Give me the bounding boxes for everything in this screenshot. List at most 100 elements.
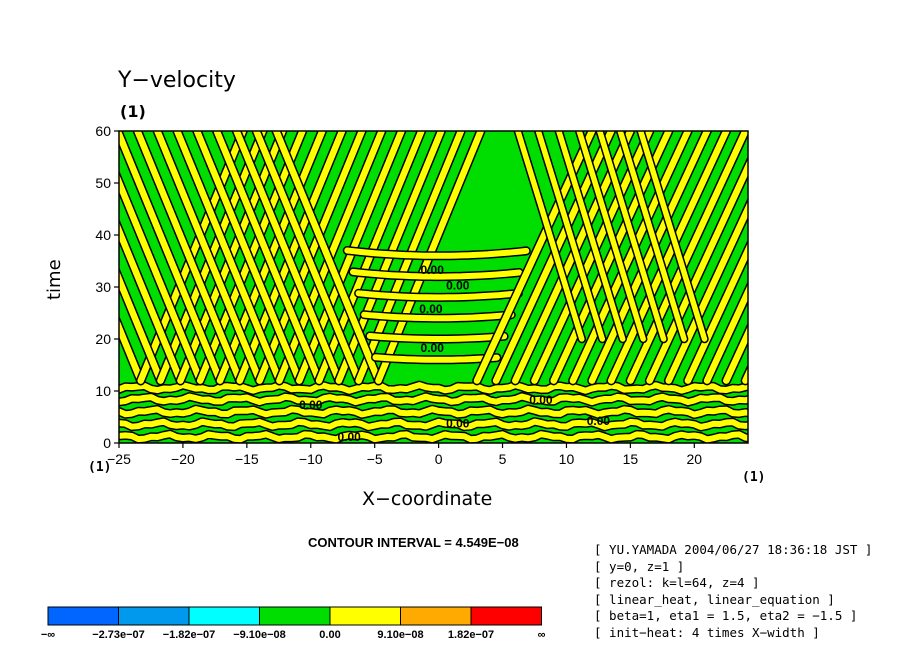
x-axis-unit-left: (1) xyxy=(88,460,112,475)
contour-bands xyxy=(119,131,880,443)
wave-band-left-west xyxy=(119,173,204,384)
y-tick-label: 0 xyxy=(103,435,111,451)
wave-band-right xyxy=(742,367,748,384)
colorbar-label: ∞ xyxy=(538,629,546,641)
colorbar-label: −∞ xyxy=(41,629,55,641)
y-tick-label: 10 xyxy=(95,383,111,399)
center-layer-band xyxy=(350,268,523,280)
colorbar-swatch xyxy=(188,606,260,626)
x-tick-label: −25 xyxy=(107,451,131,467)
y-tick-label: 20 xyxy=(95,331,111,347)
y-tick-label: 40 xyxy=(95,227,111,243)
colorbar-label: 0.00 xyxy=(319,629,340,641)
wave-band-left-west xyxy=(119,270,164,384)
colorbar-swatch xyxy=(118,606,190,626)
colorbar: −∞ −2.73e−07 −1.82e−07 −9.10e−08 0.00 9.10e−0… xyxy=(41,606,546,641)
center-layer-band xyxy=(372,354,500,363)
wave-band-left-west xyxy=(273,131,382,384)
colorbar-label: 9.10e−08 xyxy=(377,629,423,641)
wave-band-left-east xyxy=(296,131,405,384)
colorbar-swatch xyxy=(470,606,542,626)
wave-band-right xyxy=(646,159,748,384)
contour-label: 0.00 xyxy=(529,393,553,407)
x-tick-label: 5 xyxy=(499,451,507,467)
colorbar-swatch xyxy=(329,606,401,626)
x-axis-label: X−coordinate xyxy=(362,488,493,510)
contour-labels: 0.000.000.000.000.000.00 0.000.000.00 xyxy=(299,263,610,444)
wave-band-right-west xyxy=(637,131,708,342)
colorbar-label: 1.82e−07 xyxy=(448,629,494,641)
bottom-layer-band xyxy=(119,431,748,443)
info-line-params: [ beta=1, eta1 = 1.5, eta2 = −1.5 ] xyxy=(594,608,858,624)
x-tick-label: 20 xyxy=(687,451,703,467)
bottom-layer-band xyxy=(119,418,748,430)
x-tick-label: −10 xyxy=(299,451,323,467)
colorbar-swatch xyxy=(259,606,331,626)
y-tick-label: 60 xyxy=(95,123,111,139)
contour-label: 0.00 xyxy=(446,416,470,430)
wave-band-left-west xyxy=(119,222,184,384)
info-line-slice: [ y=0, z=1 ] xyxy=(594,558,685,574)
wave-band-right-outline xyxy=(740,363,748,386)
bottom-layer-band xyxy=(119,393,748,406)
wave-band-right xyxy=(607,131,730,384)
x-tick-label: 0 xyxy=(435,451,443,467)
info-line-model: [ linear_heat, linear_equation ] xyxy=(594,591,835,607)
wave-band-right xyxy=(703,284,748,384)
wave-band-right xyxy=(588,131,711,384)
x-tick-label: −15 xyxy=(235,451,259,467)
wave-band-left-west xyxy=(119,131,224,384)
info-line-init-heat: [ init−heat: 4 times X−width ] xyxy=(594,624,820,640)
wave-band-right-west xyxy=(515,131,585,342)
wave-band-left-west xyxy=(253,131,362,384)
x-tick-label: 15 xyxy=(623,451,639,467)
wave-band-right-west xyxy=(617,131,687,342)
wave-band-right-west xyxy=(576,131,646,342)
colorbar-label: −2.73e−07 xyxy=(92,629,145,641)
bottom-layer-band xyxy=(119,382,748,394)
wave-band-left-west xyxy=(173,131,283,384)
contour-interval-text: CONTOUR INTERVAL = 4.549E−08 xyxy=(308,535,519,550)
center-layer-band xyxy=(366,333,508,342)
wave-band-left-west xyxy=(193,131,303,384)
wave-band-right xyxy=(627,131,748,384)
bottom-layer-band xyxy=(119,406,748,418)
wave-band-left-west xyxy=(134,131,244,384)
wave-band-left-west xyxy=(154,131,263,384)
wave-band-right-west xyxy=(535,131,606,342)
contour-label: 0.00 xyxy=(587,414,611,428)
colorbar-swatch xyxy=(47,606,119,626)
contour-label: 0.00 xyxy=(419,302,443,316)
center-layer-band xyxy=(355,290,522,301)
wave-band-right-outline xyxy=(765,131,880,381)
wave-band-right xyxy=(765,131,880,381)
chart-title: Y−velocity xyxy=(118,68,236,93)
wave-band-right-west xyxy=(556,131,626,342)
center-layer-band xyxy=(361,311,515,322)
center-layer-band xyxy=(344,247,530,259)
contour-label: 0.00 xyxy=(446,279,470,293)
info-line-resolution: [ rezol: k=l=64, z=4 ] xyxy=(594,575,760,591)
contour-label: 0.00 xyxy=(421,263,445,277)
contour-label: 0.00 xyxy=(299,398,323,412)
colorbar-label: −1.82e−07 xyxy=(163,629,216,641)
x-axis-unit-right: (1) xyxy=(742,470,766,485)
x-tick-label: −20 xyxy=(171,451,195,467)
contour-label: 0.00 xyxy=(421,341,445,355)
colorbar-label: −9.10e−08 xyxy=(233,629,286,641)
wave-band-right-west xyxy=(596,131,667,342)
wave-band-left-west xyxy=(213,131,323,384)
colorbar-swatch xyxy=(400,606,472,626)
y-axis-ticks: 0 10 20 30 40 50 60 xyxy=(95,123,119,451)
y-tick-label: 30 xyxy=(95,279,111,295)
plot-area xyxy=(119,131,880,443)
wave-band-right xyxy=(723,325,748,384)
chart-unit: (1) xyxy=(120,102,146,121)
x-axis-ticks: −25 −20 −15 −10 −5 0 5 10 15 20 xyxy=(107,443,702,467)
wave-band-left-west xyxy=(119,319,144,384)
x-tick-label: −5 xyxy=(367,451,383,467)
wave-band-left-west xyxy=(233,131,343,384)
contour-label: 0.00 xyxy=(337,430,361,444)
info-line-author: [ YU.YAMADA 2004/06/27 18:36:18 JST ] xyxy=(594,542,873,557)
